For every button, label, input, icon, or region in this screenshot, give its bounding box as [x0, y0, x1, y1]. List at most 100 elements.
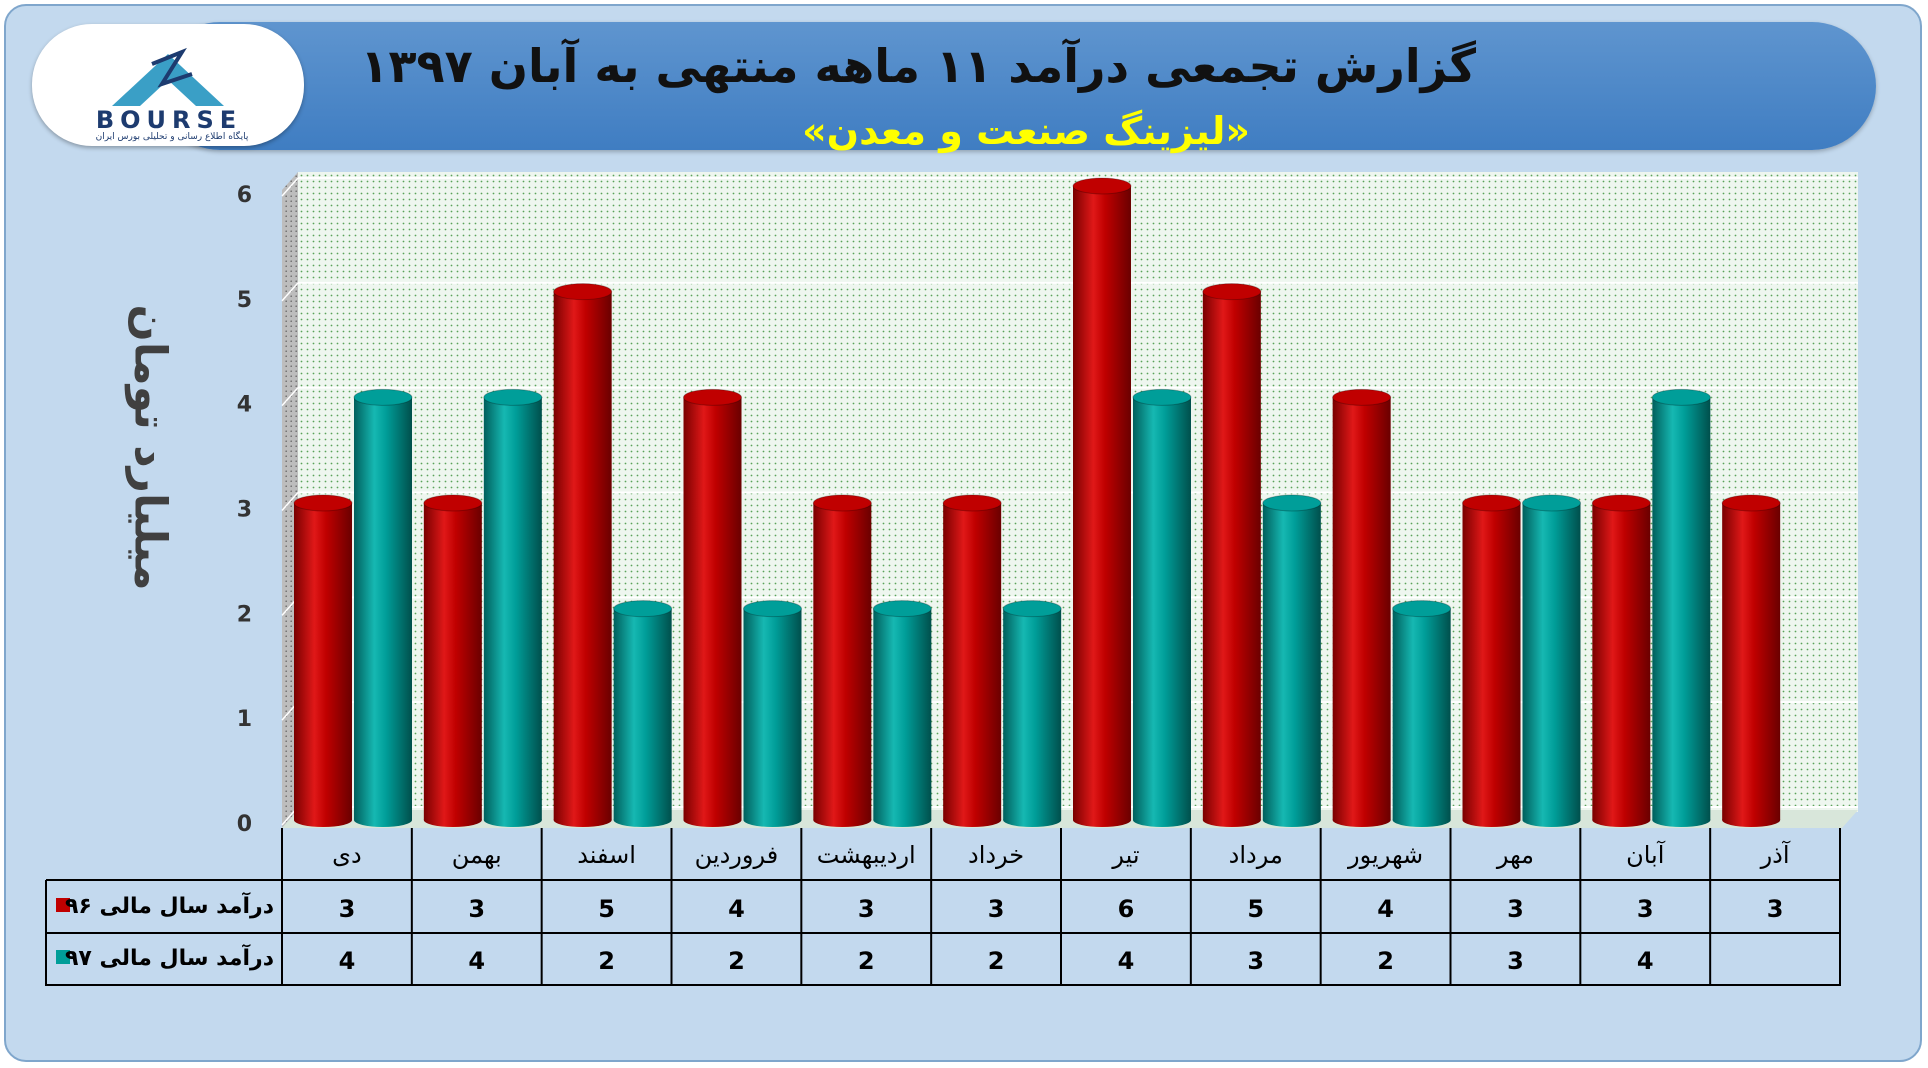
- bar: [1591, 494, 1651, 827]
- bar: [293, 494, 353, 827]
- bar: [683, 388, 742, 827]
- bar-base: [1262, 813, 1321, 827]
- bar-base: [1462, 813, 1521, 827]
- bar-body: [1592, 503, 1651, 820]
- gridline-side: [281, 177, 299, 197]
- bar-body: [294, 503, 352, 820]
- bar-cap: [423, 494, 483, 512]
- bar-base: [613, 813, 672, 827]
- bar-base: [1592, 813, 1651, 827]
- bar-body: [683, 397, 742, 820]
- bar-cap: [1522, 494, 1581, 512]
- bar-cap: [1202, 283, 1262, 301]
- bar-cap: [1332, 388, 1392, 406]
- bar-base: [1392, 813, 1451, 827]
- bar: [1202, 283, 1262, 827]
- bourse-logo: BOURSE پایگاه اطلاع رسانی و تحلیلی بورس …: [32, 24, 304, 146]
- bar-body: [1332, 397, 1391, 820]
- table-cell-value: 3: [1507, 895, 1524, 923]
- bar: [1651, 388, 1711, 827]
- bar-cap: [1002, 600, 1062, 618]
- logo-text: BOURSE: [95, 106, 243, 134]
- bar: [1002, 600, 1062, 827]
- legend-swatch: [56, 950, 70, 964]
- bar: [613, 600, 673, 827]
- bar-body: [1392, 608, 1451, 820]
- bar-cap: [1392, 600, 1452, 618]
- data-table: دی بهمن اسفند فروردین اردیبهشت خرداد تیر مرداد ش…: [45, 828, 1841, 986]
- gridline-side: [281, 492, 299, 511]
- bar: [1392, 600, 1452, 827]
- bar-cap: [1591, 494, 1651, 512]
- table-cell-value: 3: [1507, 947, 1524, 975]
- bar-cap: [812, 494, 872, 512]
- bar-base: [1652, 813, 1711, 827]
- bar-cap: [613, 600, 673, 618]
- bar-cap: [1262, 494, 1322, 512]
- bar: [1522, 494, 1581, 827]
- chart-subtitle: «لیزینگ صنعت و معدن»: [802, 109, 1250, 153]
- bar-base: [423, 813, 482, 827]
- table-cell-value: 2: [858, 947, 875, 975]
- table-cell-value: 3: [468, 895, 485, 923]
- legend-label: درآمد سال مالی ۹۷: [65, 943, 274, 971]
- bar-cap: [1132, 388, 1192, 406]
- chart-title: گزارش تجمعی درآمد ۱۱ ماهه منتهی به آبان …: [360, 39, 1476, 93]
- category-label: تیر: [1111, 841, 1139, 869]
- category-label: آبان: [1626, 840, 1666, 869]
- bar: [1262, 494, 1322, 827]
- category-label: بهمن: [452, 841, 502, 869]
- bar-body: [1202, 291, 1261, 821]
- legend-swatch: [56, 898, 70, 912]
- table-cell-value: 3: [339, 895, 356, 923]
- bar-base: [1073, 813, 1131, 827]
- bar-cap: [293, 494, 353, 512]
- y-tick-label: 1: [237, 707, 252, 732]
- category-label: مرداد: [1229, 841, 1283, 869]
- table-cell-value: 3: [1767, 895, 1784, 923]
- bar: [942, 494, 1002, 827]
- bar-cap: [1721, 494, 1781, 512]
- table-cell-value: 3: [988, 895, 1005, 923]
- table-cell-value: 4: [1637, 947, 1654, 975]
- table-cell-value: 2: [728, 947, 745, 975]
- category-label: اردیبهشت: [817, 841, 916, 869]
- bar-body: [1133, 397, 1191, 820]
- category-label: مهر: [1496, 841, 1534, 869]
- bar: [1462, 494, 1521, 827]
- bar: [872, 600, 932, 827]
- bar-base: [483, 813, 542, 827]
- header-banner: گزارش تجمعی درآمد ۱۱ ماهه منتهی به آبان …: [156, 22, 1876, 153]
- bar-body: [423, 503, 482, 820]
- table-cell-value: 2: [1377, 947, 1394, 975]
- bar-base: [1722, 813, 1781, 827]
- bar: [1721, 494, 1781, 827]
- bar-base: [1522, 813, 1581, 827]
- y-tick-label: 5: [237, 288, 252, 313]
- bar: [812, 494, 872, 827]
- bar: [553, 283, 613, 827]
- table-cell-value: 5: [1247, 895, 1264, 923]
- bar-body: [1262, 503, 1321, 820]
- logo-caption: پایگاه اطلاع رسانی و تحلیلی بورس ایران: [95, 132, 249, 142]
- bar-body: [1073, 186, 1131, 820]
- bar-base: [943, 813, 1002, 827]
- category-label: آذر: [1760, 840, 1791, 869]
- bar-body: [743, 608, 802, 820]
- bar-body: [1652, 397, 1711, 820]
- table-cell-value: 4: [339, 947, 356, 975]
- bar-cap: [743, 600, 802, 618]
- bar-cap: [353, 388, 413, 406]
- table-cell-value: 3: [858, 895, 875, 923]
- bar-base: [553, 813, 612, 827]
- table-cell-value: 4: [728, 895, 745, 923]
- table-cell-value: 2: [598, 947, 615, 975]
- category-label: اسفند: [577, 841, 636, 869]
- category-label: دی: [332, 841, 361, 869]
- table-cell-value: 3: [1637, 895, 1654, 923]
- bar-body: [483, 397, 542, 820]
- table-cell-value: 6: [1118, 895, 1135, 923]
- bar-cap: [483, 388, 543, 406]
- bar: [1332, 388, 1392, 827]
- table-cell-value: 4: [1377, 895, 1394, 923]
